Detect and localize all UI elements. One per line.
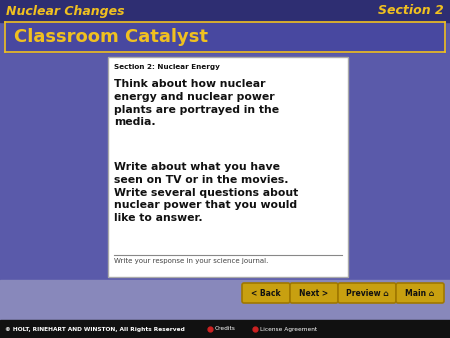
Bar — [0, 0, 450, 22]
Text: Write about what you have
seen on TV or in the movies.
Write several questions a: Write about what you have seen on TV or … — [114, 162, 298, 223]
Bar — [5, 22, 445, 52]
FancyBboxPatch shape — [338, 283, 396, 303]
Bar — [0, 320, 450, 338]
Text: < Back: < Back — [251, 289, 281, 297]
Text: Nuclear Changes: Nuclear Changes — [6, 4, 125, 18]
Text: Section 2: Nuclear Energy: Section 2: Nuclear Energy — [114, 64, 220, 70]
Text: Next >: Next > — [299, 289, 328, 297]
Bar — [0, 280, 450, 320]
FancyBboxPatch shape — [242, 283, 290, 303]
Text: Main ⌂: Main ⌂ — [405, 289, 435, 297]
FancyBboxPatch shape — [396, 283, 444, 303]
Text: Write your response in your science journal.: Write your response in your science jour… — [114, 258, 268, 264]
Text: Preview ⌂: Preview ⌂ — [346, 289, 388, 297]
Text: © HOLT, RINEHART AND WINSTON, All Rights Reserved: © HOLT, RINEHART AND WINSTON, All Rights… — [5, 327, 185, 332]
FancyBboxPatch shape — [290, 283, 338, 303]
Text: Credits: Credits — [215, 327, 236, 332]
Text: License Agreement: License Agreement — [260, 327, 317, 332]
Text: Section 2: Section 2 — [378, 4, 444, 18]
Text: Think about how nuclear
energy and nuclear power
plants are portrayed in the
med: Think about how nuclear energy and nucle… — [114, 79, 279, 127]
Bar — [108, 57, 348, 277]
Text: Classroom Catalyst: Classroom Catalyst — [14, 28, 208, 46]
